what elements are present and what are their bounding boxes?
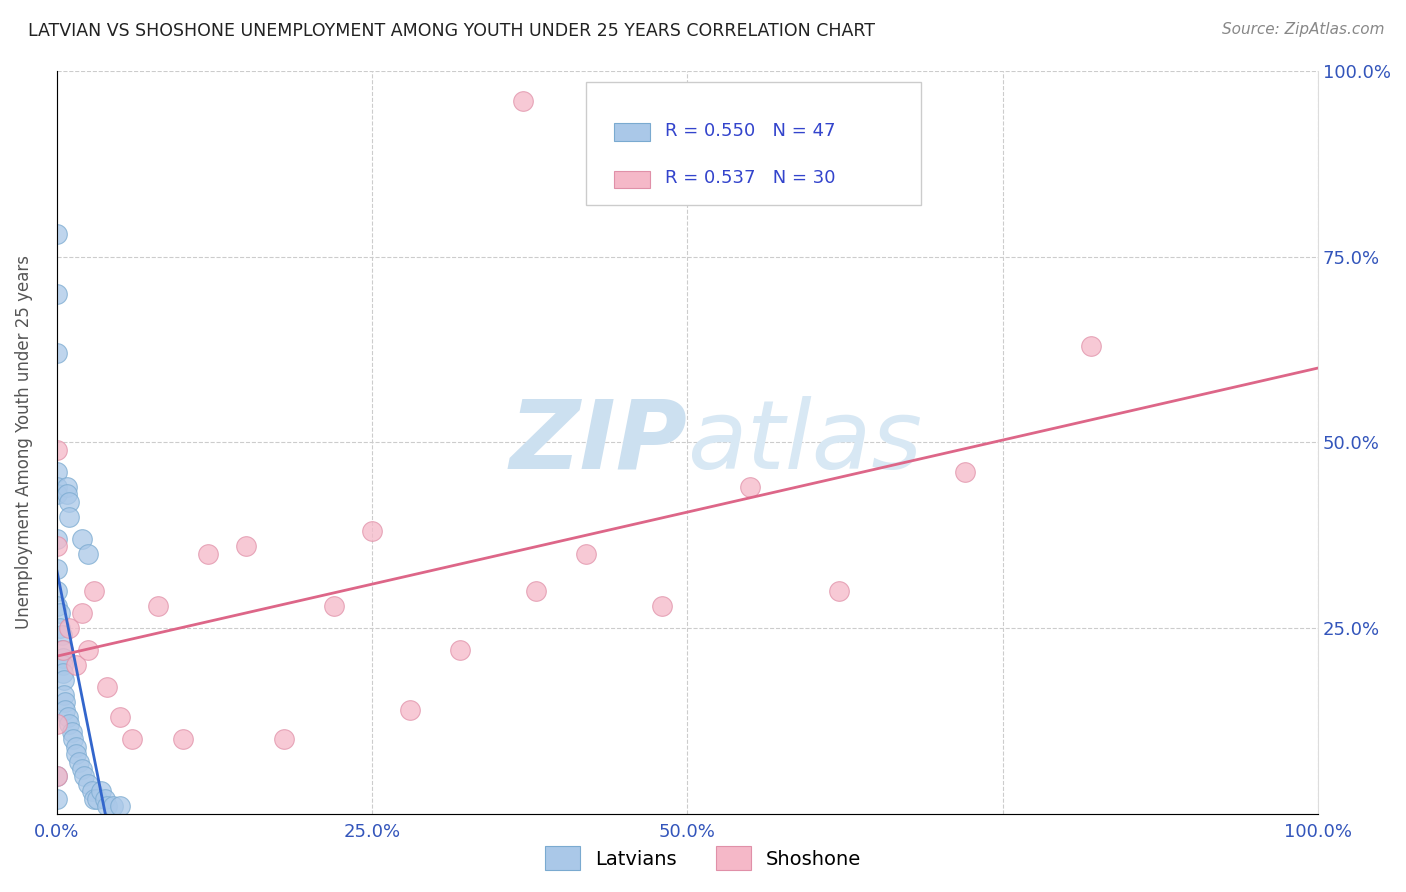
Point <box>953 465 976 479</box>
Point <box>70 762 93 776</box>
Point <box>52 665 75 680</box>
FancyBboxPatch shape <box>614 123 650 141</box>
Point <box>65 739 87 754</box>
FancyBboxPatch shape <box>586 82 921 205</box>
Point <box>45 769 67 783</box>
Point <box>146 599 169 613</box>
Y-axis label: Unemployment Among Youth under 25 years: Unemployment Among Youth under 25 years <box>15 255 32 630</box>
Point <box>45 227 67 242</box>
Point <box>45 487 67 501</box>
Point <box>86 791 108 805</box>
Point <box>740 480 762 494</box>
Point <box>45 346 67 360</box>
Point <box>56 710 79 724</box>
Point <box>45 532 67 546</box>
Text: Source: ZipAtlas.com: Source: ZipAtlas.com <box>1222 22 1385 37</box>
Point <box>80 784 103 798</box>
Point <box>172 732 194 747</box>
Point <box>49 606 72 620</box>
Point <box>58 717 80 731</box>
Point <box>361 524 384 539</box>
Point <box>96 681 118 695</box>
Point <box>45 480 67 494</box>
Point <box>45 465 67 479</box>
Point <box>1080 339 1102 353</box>
Point <box>45 791 67 805</box>
Point <box>65 747 87 762</box>
Point <box>575 547 598 561</box>
Point <box>58 494 80 508</box>
Point <box>77 547 100 561</box>
Point <box>398 703 420 717</box>
Point <box>53 673 76 687</box>
Point <box>45 583 67 598</box>
Point <box>70 606 93 620</box>
Point <box>273 732 295 747</box>
Point <box>58 621 80 635</box>
Point <box>197 547 219 561</box>
Point <box>45 599 67 613</box>
Point <box>96 799 118 814</box>
Point <box>45 539 67 553</box>
Point <box>51 628 73 642</box>
Point <box>83 791 105 805</box>
Point <box>235 539 257 553</box>
Point <box>67 755 90 769</box>
Point <box>45 442 67 457</box>
FancyBboxPatch shape <box>614 170 650 188</box>
Point <box>121 732 143 747</box>
Point <box>83 583 105 598</box>
Point <box>449 643 471 657</box>
Point <box>52 658 75 673</box>
Point <box>73 769 96 783</box>
Point <box>108 799 131 814</box>
Point <box>45 286 67 301</box>
Point <box>55 703 77 717</box>
Point <box>77 777 100 791</box>
Point <box>49 621 72 635</box>
Point <box>52 643 75 657</box>
Text: R = 0.537   N = 30: R = 0.537 N = 30 <box>665 169 835 187</box>
Point <box>60 725 83 739</box>
Point <box>103 799 125 814</box>
Point <box>651 599 673 613</box>
Point <box>45 561 67 575</box>
Point <box>93 791 115 805</box>
Point <box>55 487 77 501</box>
Point <box>55 480 77 494</box>
Point <box>65 658 87 673</box>
Point <box>828 583 851 598</box>
Text: atlas: atlas <box>688 396 922 489</box>
Text: R = 0.550   N = 47: R = 0.550 N = 47 <box>665 121 835 139</box>
Text: ZIP: ZIP <box>509 396 688 489</box>
Point <box>53 688 76 702</box>
Point <box>90 784 112 798</box>
Point <box>58 509 80 524</box>
Point <box>512 94 534 108</box>
Point <box>70 532 93 546</box>
Legend: Latvians, Shoshone: Latvians, Shoshone <box>537 838 869 878</box>
Text: LATVIAN VS SHOSHONE UNEMPLOYMENT AMONG YOUTH UNDER 25 YEARS CORRELATION CHART: LATVIAN VS SHOSHONE UNEMPLOYMENT AMONG Y… <box>28 22 875 40</box>
Point <box>51 643 73 657</box>
Point <box>45 717 67 731</box>
Point <box>55 695 77 709</box>
Point <box>52 650 75 665</box>
Point <box>108 710 131 724</box>
Point <box>77 643 100 657</box>
Point <box>323 599 346 613</box>
Point <box>524 583 547 598</box>
Point <box>62 732 84 747</box>
Point <box>45 769 67 783</box>
